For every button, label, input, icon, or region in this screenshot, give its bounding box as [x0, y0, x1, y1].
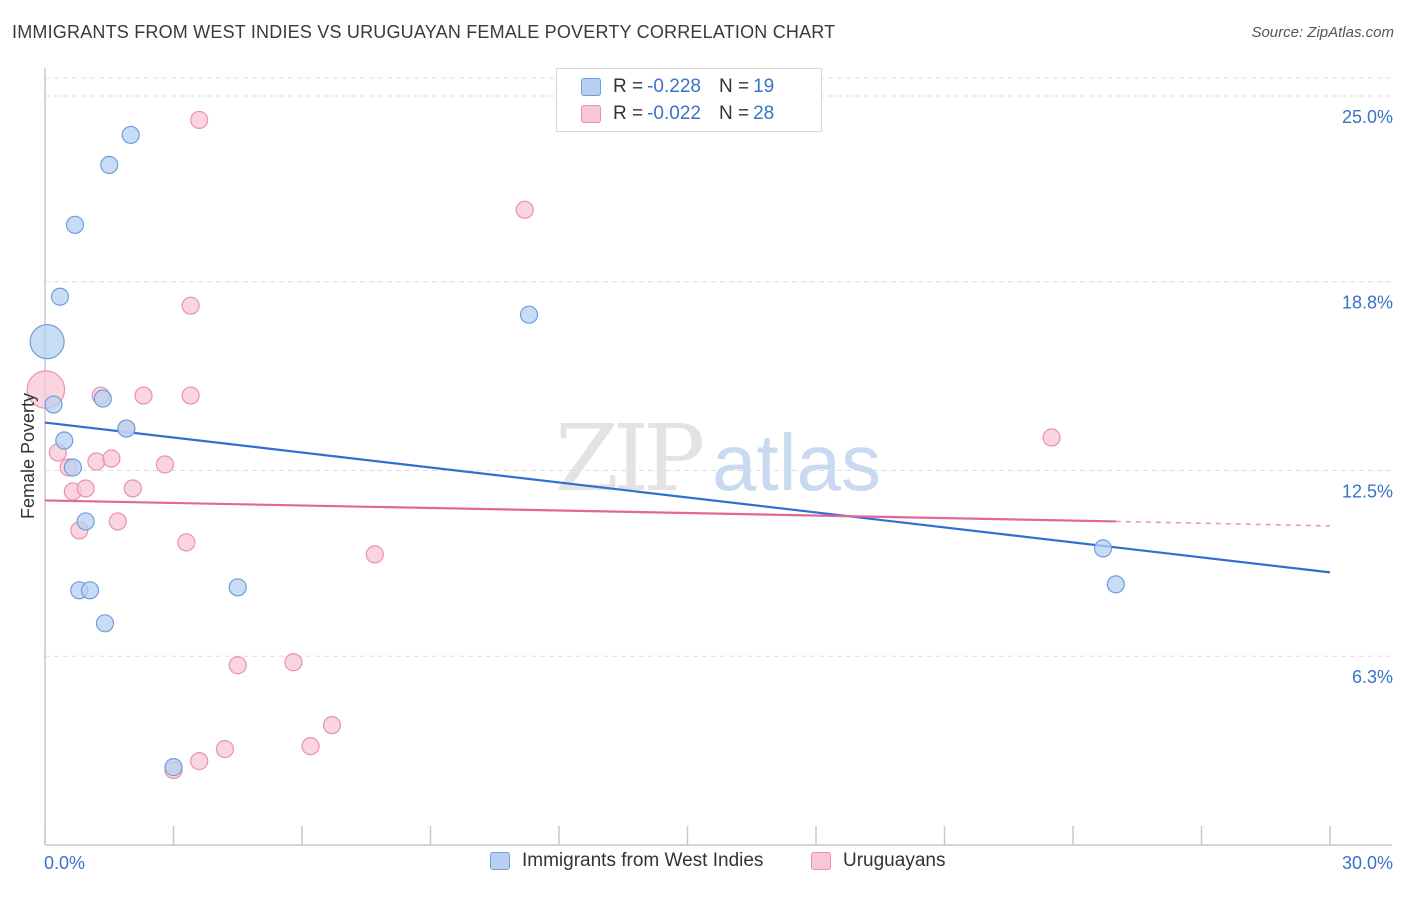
point-uruguayans: [177, 533, 196, 552]
trend-lines: [44, 421, 1331, 574]
point-west-indies: [1093, 539, 1113, 558]
point-uruguayans: [76, 479, 95, 498]
point-west-indies: [44, 395, 63, 414]
watermark-atlas: atlas: [712, 418, 881, 507]
x-tick-label: 30.0%: [1342, 853, 1393, 873]
point-west-indies: [80, 581, 100, 600]
point-uruguayans: [102, 449, 121, 468]
point-west-indies: [93, 389, 112, 408]
y-tick-label: 25.0%: [1342, 107, 1393, 127]
legend-r-label: R =: [613, 103, 644, 124]
point-west-indies: [100, 155, 119, 174]
y-tick-label: 12.5%: [1342, 481, 1393, 501]
trend-line-west-indies: [44, 421, 1331, 574]
legend-label-west-indies: Immigrants from West Indies: [522, 850, 764, 871]
legend-label-uruguayans: Uruguayans: [843, 850, 946, 871]
point-uruguayans: [515, 200, 534, 219]
axes: [44, 68, 1392, 846]
legend-row-west-indies: R = -0.228 N = 19: [581, 75, 774, 99]
trend-line-uruguayans-extension: [1115, 520, 1331, 527]
correlation-legend: R = -0.228 N = 19 R = -0.022 N = 28: [556, 68, 822, 132]
point-uruguayans: [190, 110, 209, 130]
point-west-indies: [63, 458, 82, 477]
legend-r-value: -0.228: [647, 76, 701, 97]
legend-n-label: N =: [718, 103, 750, 124]
legend-r-label: R =: [613, 76, 644, 97]
source-label: Source: ZipAtlas.com: [1251, 24, 1394, 41]
point-uruguayans: [181, 386, 200, 405]
point-uruguayans: [301, 737, 320, 756]
point-west-indies: [95, 614, 115, 633]
tick-labels: 6.3% 12.5% 18.8% 25.0% 0.0% 30.0%: [44, 107, 1393, 873]
point-west-indies: [29, 324, 65, 360]
point-uruguayans: [228, 656, 247, 675]
legend-item-uruguayans[interactable]: Uruguayans: [811, 850, 945, 872]
point-west-indies: [121, 125, 140, 145]
point-west-indies: [50, 287, 70, 306]
point-uruguayans: [87, 452, 106, 471]
point-uruguayans: [134, 386, 153, 405]
y-tick-label: 6.3%: [1352, 667, 1393, 687]
y-axis-label: Female Poverty: [18, 393, 38, 519]
point-uruguayans: [190, 752, 209, 771]
legend-swatch-blue: [581, 78, 601, 96]
point-west-indies: [55, 431, 74, 450]
point-uruguayans: [284, 653, 303, 672]
watermark: ZIP atlas: [555, 405, 881, 512]
point-uruguayans: [155, 455, 175, 474]
legend-swatch-pink: [581, 105, 601, 123]
point-uruguayans: [1042, 428, 1061, 447]
trend-line-uruguayans: [44, 499, 1116, 523]
legend-row-uruguayans: R = -0.022 N = 28: [581, 102, 774, 126]
x-tick-label: 0.0%: [44, 853, 85, 873]
data-points: [26, 110, 1125, 780]
legend-item-west-indies[interactable]: Immigrants from West Indies: [490, 850, 763, 872]
point-uruguayans: [215, 740, 234, 759]
watermark-zip: ZIP: [555, 405, 702, 512]
legend-swatch-blue: [490, 852, 510, 870]
legend-n-label: N =: [718, 76, 750, 97]
legend-n-value: 28: [753, 103, 775, 124]
series-legend: Immigrants from West Indies Uruguayans: [0, 850, 1406, 880]
point-west-indies: [228, 578, 247, 597]
legend-n-value: 19: [753, 76, 775, 97]
point-west-indies: [117, 419, 136, 438]
legend-r-value: -0.022: [647, 103, 701, 124]
legend-swatch-pink: [811, 852, 831, 870]
chart-title: IMMIGRANTS FROM WEST INDIES VS URUGUAYAN…: [12, 22, 836, 42]
point-west-indies: [76, 512, 95, 531]
grid-lines: [45, 77, 1392, 657]
point-uruguayans: [365, 545, 384, 564]
point-uruguayans: [123, 479, 142, 498]
point-west-indies: [164, 758, 183, 777]
point-uruguayans: [322, 716, 342, 735]
point-west-indies: [519, 305, 539, 324]
point-uruguayans: [108, 512, 127, 531]
y-tick-label: 18.8%: [1342, 293, 1393, 313]
point-uruguayans: [181, 296, 200, 315]
point-west-indies: [1106, 575, 1125, 594]
point-west-indies: [65, 215, 85, 234]
